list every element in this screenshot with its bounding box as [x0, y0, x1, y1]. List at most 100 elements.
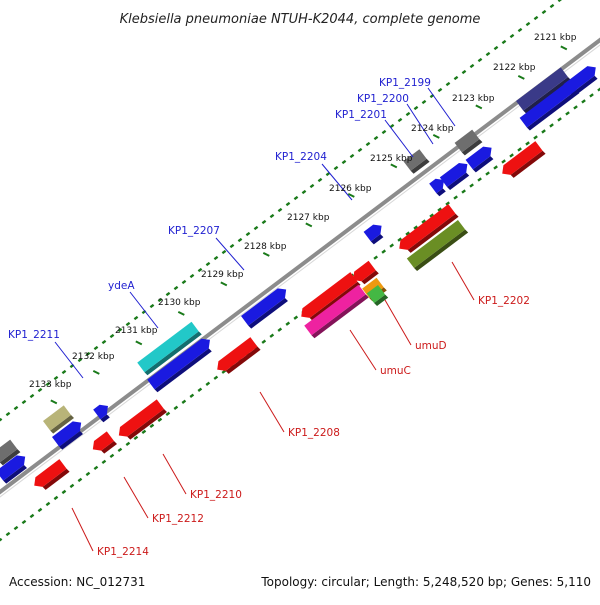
kbp-tick-label: 2121 kbp — [534, 33, 577, 43]
tick-dot — [445, 201, 450, 206]
kbp-tick-label: 2123 kbp — [452, 94, 495, 104]
tick-dot — [533, 135, 538, 140]
tick-dot — [173, 405, 179, 410]
gene-label-reverse[interactable]: umuC — [380, 365, 411, 377]
kbp-tick-label: 2132 kbp — [72, 352, 115, 362]
tick-dot — [405, 231, 410, 236]
gene-feature-side — [414, 229, 469, 272]
gene-feature — [52, 421, 82, 447]
label-leader-line — [71, 507, 94, 552]
kbp-tick — [560, 45, 568, 51]
tick-dot — [557, 0, 562, 3]
gene-label-forward[interactable]: KP1_2200 — [357, 93, 409, 105]
tick-dot — [589, 93, 594, 98]
gene-feature — [429, 178, 444, 194]
tick-dot — [517, 147, 522, 152]
label-leader-lines — [54, 87, 475, 552]
gene-feature-side — [447, 172, 470, 191]
tick-dot — [477, 57, 483, 63]
tick-dot — [117, 327, 123, 333]
tick-dot — [277, 327, 283, 332]
tick-dot — [421, 219, 426, 224]
gene-feature-side — [248, 297, 288, 329]
gene-feature — [0, 455, 26, 481]
tick-dot — [533, 15, 539, 21]
gene-label-reverse[interactable]: KP1_2208 — [288, 427, 340, 439]
tick-dot — [101, 459, 107, 465]
tick-dot — [461, 189, 466, 194]
tick-dot — [429, 213, 434, 218]
gene-feature — [43, 405, 71, 431]
tick-dot — [357, 147, 363, 153]
tick-dot — [117, 447, 123, 453]
kbp-tick-label: 2125 kbp — [370, 154, 413, 164]
kbp-tick — [177, 311, 185, 316]
tick-dot — [221, 249, 227, 255]
gene-label-reverse[interactable]: KP1_2202 — [478, 295, 530, 307]
tick-dot — [285, 321, 291, 326]
tick-dot — [541, 129, 546, 134]
tick-dot — [253, 225, 259, 231]
gene-label-forward[interactable]: KP1_2204 — [275, 151, 327, 163]
tick-dot — [389, 243, 395, 248]
gene-label-reverse[interactable]: KP1_2214 — [97, 546, 149, 558]
gene-label-forward[interactable]: KP1_2199 — [379, 77, 431, 89]
gene-feature-side — [510, 150, 546, 178]
tick-dot — [109, 453, 115, 459]
label-leader-line — [451, 261, 475, 301]
tick-dot — [245, 231, 251, 237]
tick-dot — [197, 387, 203, 392]
kbp-tick-label: 2122 kbp — [493, 63, 536, 73]
tick-dot — [277, 207, 283, 213]
tick-dot — [437, 87, 443, 93]
tick-dot — [205, 261, 211, 267]
tick-dot — [501, 159, 506, 164]
tick-dot — [45, 501, 51, 507]
gene-label-forward[interactable]: KP1_2207 — [168, 225, 220, 237]
gene-label-reverse[interactable]: umuD — [415, 340, 447, 352]
tick-dot — [109, 333, 115, 339]
gene-label-reverse[interactable]: KP1_2210 — [190, 489, 242, 501]
gene-feature — [118, 399, 164, 437]
tick-dot — [181, 279, 187, 285]
tick-dot — [165, 411, 171, 416]
kbp-tick-label: 2124 kbp — [411, 124, 454, 134]
gene-label-reverse[interactable]: KP1_2212 — [152, 513, 204, 525]
tick-dot — [573, 105, 578, 110]
gene-feature — [92, 431, 114, 451]
tick-dot — [269, 333, 275, 338]
gene-feature — [353, 260, 376, 282]
tick-dot — [517, 27, 523, 33]
gene-label-forward[interactable]: ydeA — [108, 280, 135, 292]
tick-dot — [125, 441, 131, 447]
tick-dot — [205, 381, 211, 386]
kbp-tick — [220, 281, 228, 287]
axis-highlight — [0, 44, 600, 498]
tick-dot — [53, 495, 59, 501]
label-leader-line — [384, 119, 414, 158]
gene-feature — [519, 80, 578, 128]
tick-dot — [525, 21, 531, 27]
kbp-tick-label: 2133 kbp — [29, 380, 72, 390]
kbp-tick — [50, 399, 58, 405]
tick-dot — [397, 237, 402, 242]
gene-feature — [137, 321, 199, 373]
axis-line — [0, 37, 600, 495]
gene-feature-side — [42, 468, 70, 490]
gene-feature — [516, 67, 568, 111]
gene-feature — [301, 272, 358, 318]
tick-dot — [21, 519, 27, 525]
tick-dot — [485, 51, 491, 57]
tick-dot — [229, 243, 235, 249]
kbp-tick — [305, 222, 313, 228]
kbp-tick — [432, 134, 440, 139]
gene-label-forward[interactable]: KP1_2201 — [335, 109, 387, 121]
tick-dot — [5, 531, 11, 537]
tick-dot — [77, 357, 83, 363]
kbp-tick-label: 2130 kbp — [158, 298, 201, 308]
gene-label-forward[interactable]: KP1_2211 — [8, 329, 60, 341]
tick-dot — [453, 75, 459, 81]
tick-dot — [197, 267, 203, 273]
tick-dot — [157, 417, 163, 422]
